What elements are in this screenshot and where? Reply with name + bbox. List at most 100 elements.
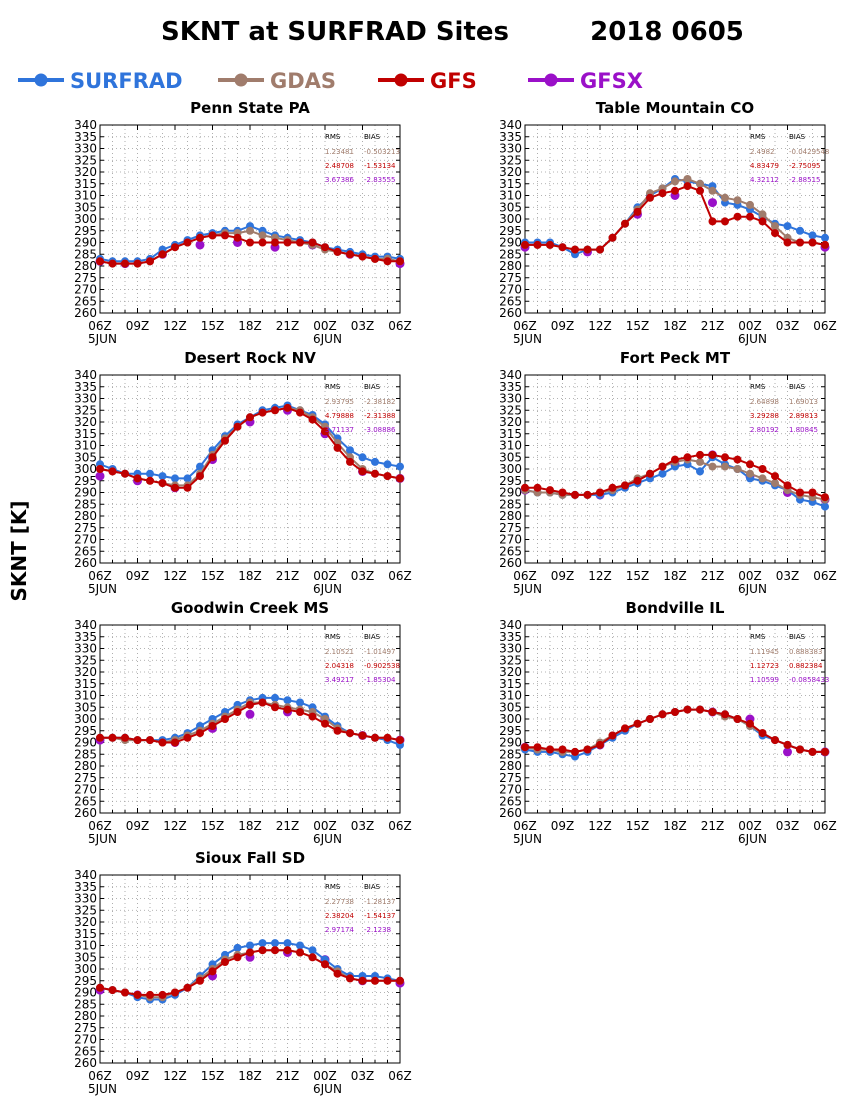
y-tick-label: 265 <box>74 1044 97 1058</box>
x-tick-label: 15Z <box>626 569 650 583</box>
data-point-gfs <box>521 240 529 249</box>
data-point-gfs <box>708 708 717 716</box>
y-tick-label: 340 <box>499 368 522 382</box>
data-point-gfs <box>621 724 629 733</box>
stats-table: RMS BIAS 2.64898 1.69013 3.29288 2.89813 2.801… <box>750 383 818 434</box>
data-point-gfs <box>396 474 404 483</box>
stats-bias-gfsx: -2.83555 <box>364 176 395 184</box>
data-point-gfs <box>271 703 279 712</box>
data-point-gfs <box>283 238 292 247</box>
data-point-gfs <box>308 953 317 962</box>
data-point-gfs <box>721 710 729 719</box>
data-point-gfs <box>121 988 129 997</box>
data-point-gfs <box>646 469 654 478</box>
x-tick-label: 21Z <box>276 819 300 833</box>
y-tick-label: 315 <box>74 677 97 691</box>
panel-sioux-fall-sd: Sioux Fall SD 260265270275280285290295300… <box>74 849 412 1096</box>
y-tick-label: 305 <box>499 700 522 714</box>
y-tick-label: 290 <box>74 486 97 500</box>
legend-label-gfsx: GFSX <box>580 69 643 93</box>
x-tick-label: 12Z <box>163 819 187 833</box>
y-tick-label: 330 <box>499 392 522 406</box>
data-point-gfs <box>683 182 692 191</box>
data-point-gfs <box>283 946 292 955</box>
x-tick-label: 06Z <box>88 319 112 333</box>
y-tick-label: 330 <box>74 892 97 906</box>
y-tick-label: 325 <box>74 653 97 667</box>
x-tick-label: 09Z <box>551 569 575 583</box>
data-point-gdas <box>258 231 267 240</box>
data-point-gfs <box>383 257 392 266</box>
data-point-gfs <box>358 731 367 740</box>
x-tick-label: 18Z <box>238 569 262 583</box>
stats-table: RMS BIAS 1.23481 -0.503213 2.48708 -1.53134 3.… <box>325 133 400 184</box>
data-point-gfs <box>171 483 179 492</box>
y-tick-label: 325 <box>74 403 97 417</box>
data-point-gfs <box>746 212 754 221</box>
x-tick-label: 15Z <box>201 569 225 583</box>
stats-header-bias: BIAS <box>364 883 381 891</box>
y-tick-label: 320 <box>499 665 522 679</box>
y-tick-label: 300 <box>499 462 522 476</box>
data-point-gfs <box>533 483 542 492</box>
stats-bias-gdas: -0.503213 <box>364 148 400 156</box>
y-tick-label: 335 <box>74 380 97 394</box>
data-point-gfsx <box>195 240 205 250</box>
stats-header-rms: RMS <box>750 133 766 141</box>
data-point-gfs <box>583 245 592 254</box>
stats-rms-gfs: 3.29288 <box>750 412 779 420</box>
data-point-gfs <box>371 469 379 478</box>
y-tick-label: 315 <box>499 177 522 191</box>
data-point-gfs <box>308 712 317 721</box>
data-point-gfs <box>171 988 179 997</box>
data-point-surfrad <box>796 226 804 235</box>
x-tick-label: 03Z <box>351 319 375 333</box>
y-tick-label: 310 <box>499 439 522 453</box>
y-tick-label: 265 <box>499 544 522 558</box>
legend-item-gfsx: GFSX <box>528 69 643 93</box>
stats-bias-gfs: 2.89813 <box>789 412 818 420</box>
data-point-gfs <box>246 413 254 422</box>
y-tick-label: 340 <box>499 118 522 132</box>
data-point-gfs <box>671 186 679 195</box>
y-tick-label: 275 <box>499 271 522 285</box>
stats-bias-gdas: -0.0429548 <box>789 148 829 156</box>
y-tick-label: 295 <box>74 724 97 738</box>
y-tick-label: 320 <box>74 415 97 429</box>
data-point-gfs <box>683 705 692 714</box>
stats-rms-gfsx: 4.32112 <box>750 176 779 184</box>
y-tick-label: 325 <box>74 153 97 167</box>
panel-penn-state-pa: Penn State PA 260265270275280285290295300… <box>74 99 412 346</box>
x-tick-label: 09Z <box>126 1069 150 1083</box>
x-tick-label: 06Z <box>388 319 412 333</box>
grid <box>525 625 825 813</box>
data-point-gfs <box>258 408 267 417</box>
y-tick-label: 320 <box>74 165 97 179</box>
data-point-gfs <box>158 250 167 259</box>
data-point-surfrad <box>821 502 829 511</box>
y-tick-label: 275 <box>74 771 97 785</box>
y-tick-label: 295 <box>499 224 522 238</box>
y-tick-label: 290 <box>74 236 97 250</box>
data-point-gfs <box>733 455 742 464</box>
data-point-gfs <box>208 453 217 462</box>
data-point-gfs <box>546 745 554 754</box>
y-tick-label: 260 <box>499 556 522 570</box>
x-tick-label: 21Z <box>701 819 725 833</box>
y-tick-label: 315 <box>74 427 97 441</box>
data-point-gfs <box>821 747 829 756</box>
data-point-gfs <box>121 733 129 742</box>
x-date-label: 6JUN <box>738 332 767 346</box>
x-tick-label: 09Z <box>126 319 150 333</box>
data-point-gfs <box>96 257 104 266</box>
y-tick-label: 315 <box>74 177 97 191</box>
x-tick-label: 06Z <box>388 569 412 583</box>
stats-header-rms: RMS <box>325 883 341 891</box>
x-tick-label: 06Z <box>813 819 837 833</box>
y-tick-label: 290 <box>74 736 97 750</box>
data-point-surfrad <box>171 474 179 483</box>
y-tick-label: 280 <box>499 509 522 523</box>
stats-rms-gfsx: 2.97174 <box>325 926 354 934</box>
y-tick-label: 280 <box>74 1009 97 1023</box>
y-tick-label: 270 <box>499 783 522 797</box>
